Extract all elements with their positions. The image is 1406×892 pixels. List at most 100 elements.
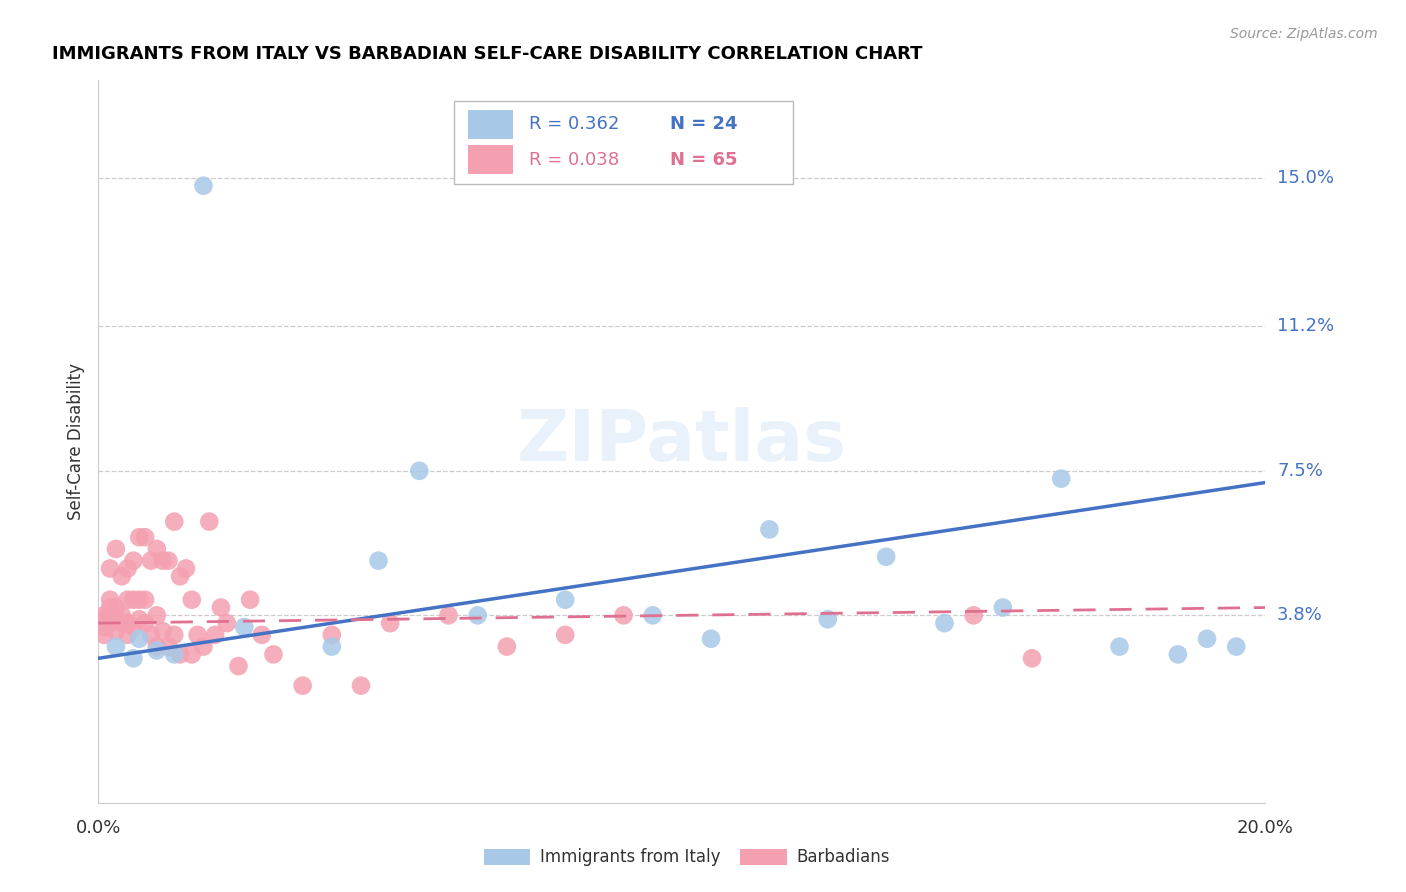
Point — [146, 608, 169, 623]
Point — [134, 530, 156, 544]
Point — [117, 628, 139, 642]
Point — [496, 640, 519, 654]
Point — [1108, 640, 1130, 654]
Point — [875, 549, 897, 564]
Point — [104, 640, 127, 654]
Point — [163, 515, 186, 529]
Point — [122, 554, 145, 568]
Point — [437, 608, 460, 623]
Point — [180, 592, 202, 607]
Text: R = 0.038: R = 0.038 — [529, 151, 619, 169]
Point — [111, 569, 134, 583]
Point — [215, 616, 238, 631]
Point — [104, 541, 127, 556]
Point — [128, 592, 150, 607]
Point — [139, 554, 162, 568]
Text: N = 24: N = 24 — [671, 115, 738, 133]
Point — [117, 616, 139, 631]
Point — [98, 608, 121, 623]
Point — [174, 561, 197, 575]
Point — [93, 608, 115, 623]
Point — [250, 628, 273, 642]
Point — [554, 592, 576, 607]
Point — [291, 679, 314, 693]
Text: Immigrants from Italy: Immigrants from Italy — [540, 848, 720, 866]
Text: Barbadians: Barbadians — [796, 848, 890, 866]
Point — [104, 612, 127, 626]
Text: 15.0%: 15.0% — [1277, 169, 1334, 187]
Bar — [741, 849, 787, 865]
Point — [554, 628, 576, 642]
Point — [467, 608, 489, 623]
Point — [128, 612, 150, 626]
Point — [128, 530, 150, 544]
Point — [408, 464, 430, 478]
Point — [233, 620, 256, 634]
Point — [700, 632, 723, 646]
Point — [117, 592, 139, 607]
Point — [204, 628, 226, 642]
Text: 7.5%: 7.5% — [1277, 462, 1323, 480]
Point — [612, 608, 634, 623]
Point — [169, 648, 191, 662]
Point — [1225, 640, 1247, 654]
Point — [367, 554, 389, 568]
Point — [134, 592, 156, 607]
Point — [117, 561, 139, 575]
Text: IMMIGRANTS FROM ITALY VS BARBADIAN SELF-CARE DISABILITY CORRELATION CHART: IMMIGRANTS FROM ITALY VS BARBADIAN SELF-… — [52, 45, 922, 63]
Point — [209, 600, 232, 615]
Bar — [484, 849, 530, 865]
Point — [104, 624, 127, 638]
Point — [98, 561, 121, 575]
Y-axis label: Self-Care Disability: Self-Care Disability — [66, 363, 84, 520]
Point — [1167, 648, 1189, 662]
Point — [1050, 472, 1073, 486]
Point — [146, 541, 169, 556]
Text: R = 0.362: R = 0.362 — [529, 115, 620, 133]
Point — [157, 640, 180, 654]
Text: 3.8%: 3.8% — [1277, 607, 1323, 624]
Point — [146, 643, 169, 657]
Point — [962, 608, 984, 623]
Text: ZIPatlas: ZIPatlas — [517, 407, 846, 476]
Point — [111, 608, 134, 623]
Point — [93, 612, 115, 626]
Point — [262, 648, 284, 662]
Point — [193, 178, 215, 193]
Text: Source: ZipAtlas.com: Source: ZipAtlas.com — [1230, 27, 1378, 41]
Point — [380, 616, 402, 631]
Point — [198, 515, 221, 529]
FancyBboxPatch shape — [454, 101, 793, 184]
Point — [321, 640, 343, 654]
Point — [98, 616, 121, 631]
Point — [139, 628, 162, 642]
Point — [104, 600, 127, 615]
Point — [350, 679, 373, 693]
Point — [934, 616, 956, 631]
Point — [98, 600, 121, 615]
Point — [758, 523, 780, 537]
Point — [228, 659, 250, 673]
Text: N = 65: N = 65 — [671, 151, 738, 169]
Point — [152, 624, 174, 638]
Point — [163, 648, 186, 662]
Text: 11.2%: 11.2% — [1277, 318, 1334, 335]
Point — [128, 632, 150, 646]
Point — [122, 651, 145, 665]
Point — [239, 592, 262, 607]
Point — [93, 628, 115, 642]
Point — [98, 592, 121, 607]
Point — [111, 616, 134, 631]
Point — [93, 620, 115, 634]
Point — [157, 554, 180, 568]
Point — [134, 616, 156, 631]
Point — [122, 592, 145, 607]
Point — [1021, 651, 1043, 665]
Point — [146, 640, 169, 654]
Point — [321, 628, 343, 642]
Point — [193, 640, 215, 654]
Point — [152, 554, 174, 568]
Point — [817, 612, 839, 626]
Bar — [468, 145, 513, 174]
Point — [122, 620, 145, 634]
